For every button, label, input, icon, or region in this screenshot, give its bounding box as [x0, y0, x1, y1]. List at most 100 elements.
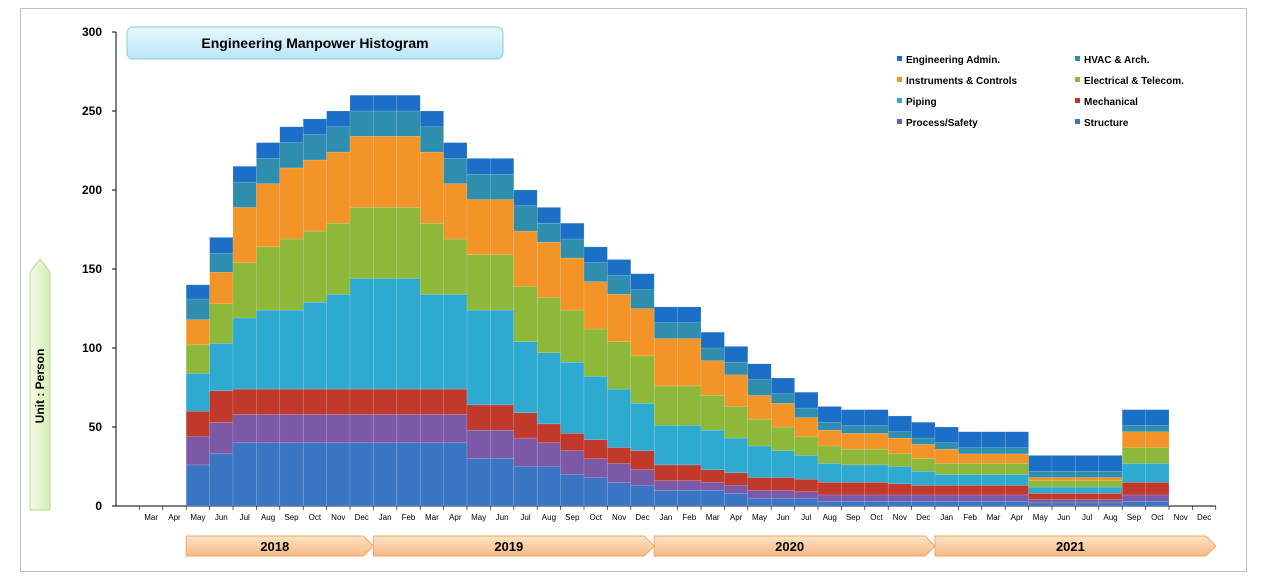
bar-segment-structure: [302, 442, 327, 507]
bar-segment-structure: [443, 442, 468, 507]
bar-segment-structure: [185, 464, 210, 507]
bar-segment-process-safety: [349, 414, 374, 444]
bar-segment-mechanical: [653, 464, 678, 481]
bar-segment-instruments-controls: [1145, 431, 1170, 448]
bar-segment-engineering-admin: [1028, 455, 1053, 472]
legend-item-instruments-controls: Instruments & Controls: [897, 76, 1018, 87]
legend-swatch: [1075, 98, 1080, 103]
bar-segment-hvac-arch: [724, 361, 749, 376]
bar-segment-instruments-controls: [466, 199, 491, 256]
bar-segment-electrical-telecom: [349, 207, 374, 279]
bar-segment-piping: [934, 474, 959, 486]
bar-segment-piping: [256, 309, 281, 390]
y-tick-label: 150: [82, 262, 102, 276]
bar-segment-mechanical: [443, 388, 468, 415]
bar-segment-engineering-admin: [677, 306, 702, 323]
y-tick-label: 200: [82, 183, 102, 197]
bar-segment-hvac-arch: [841, 425, 866, 434]
y-tick-labels: 0 50 100 150 200 250 300: [82, 25, 116, 513]
bar-segment-mechanical: [794, 478, 819, 493]
bar-segment-process-safety: [583, 458, 608, 478]
x-tick-label: Jul: [801, 513, 811, 522]
legend-swatch: [897, 98, 902, 103]
bar-segment-instruments-controls: [536, 241, 561, 298]
bar-segment-mechanical: [513, 412, 538, 439]
bar-segment-piping: [443, 294, 468, 390]
bar-segment-piping: [630, 403, 655, 451]
bar-segment-instruments-controls: [373, 136, 398, 208]
year-band-2020: 2020: [653, 535, 936, 557]
bar-segment-electrical-telecom: [560, 309, 585, 363]
bar-segment-mechanical: [302, 388, 327, 415]
bar-segment-structure: [560, 474, 585, 507]
x-tick-label: Sep: [1127, 513, 1142, 522]
bar-segment-engineering-admin: [1145, 409, 1170, 426]
bar-segment-mechanical: [607, 447, 632, 464]
bar-segment-engineering-admin: [958, 431, 983, 448]
bar-segment-process-safety: [256, 414, 281, 444]
bar-segment-structure: [1121, 501, 1146, 507]
bar-segment-mechanical: [1121, 482, 1146, 496]
bar-segment-process-safety: [934, 494, 959, 502]
bar-segment-hvac-arch: [934, 442, 959, 450]
y-tick-label: 0: [95, 499, 102, 513]
legend-label: Mechanical: [1084, 97, 1138, 108]
bar-segment-instruments-controls: [1028, 477, 1053, 481]
bar-segment-structure: [911, 501, 936, 507]
bar-segment-instruments-controls: [256, 183, 281, 248]
x-tick-label: Feb: [402, 513, 416, 522]
legend-item-piping: Piping: [897, 97, 937, 108]
bar-segment-instruments-controls: [513, 230, 538, 287]
bar-segment-instruments-controls: [583, 281, 608, 330]
bar-segment-electrical-telecom: [209, 303, 234, 344]
bar-segment-hvac-arch: [490, 173, 515, 200]
bar-segment-engineering-admin: [466, 158, 491, 175]
bar-segment-piping: [841, 464, 866, 483]
bar-segment-process-safety: [607, 463, 632, 483]
bar-segment-electrical-telecom: [958, 463, 983, 475]
bar-segment-hvac-arch: [817, 422, 842, 431]
bar-segment-mechanical: [256, 388, 281, 415]
bar-segment-electrical-telecom: [841, 448, 866, 466]
bar-segment-process-safety: [560, 450, 585, 475]
bar-segment-electrical-telecom: [607, 341, 632, 390]
bar-segment-structure: [1145, 501, 1170, 507]
bar-segment-instruments-controls: [911, 444, 936, 459]
bar-segment-process-safety: [1098, 499, 1123, 504]
bar-segment-hvac-arch: [911, 437, 936, 445]
bar-segment-mechanical: [373, 388, 398, 415]
bar-segment-engineering-admin: [934, 426, 959, 444]
legend-swatch: [897, 56, 902, 61]
bar-segment-electrical-telecom: [911, 458, 936, 472]
bar-segment-structure: [1098, 502, 1123, 507]
bar-segment-piping: [1098, 486, 1123, 494]
legend-item-structure: Structure: [1075, 118, 1129, 129]
bar-segment-instruments-controls: [490, 199, 515, 256]
bar-segment-instruments-controls: [1098, 477, 1123, 481]
y-tick-label: 50: [89, 420, 103, 434]
bar-segment-electrical-telecom: [302, 230, 327, 303]
bar-segment-mechanical: [490, 404, 515, 431]
bar-segment-hvac-arch: [1121, 425, 1146, 432]
bar-segment-process-safety: [864, 494, 889, 502]
bar-segment-structure: [1028, 502, 1053, 507]
x-tick-label: Mar: [987, 513, 1001, 522]
bar-segment-structure: [256, 442, 281, 507]
bar-segment-electrical-telecom: [490, 254, 515, 311]
bar-segment-engineering-admin: [864, 409, 889, 426]
x-tick-label: Dec: [635, 513, 649, 522]
bar-segment-mechanical: [677, 464, 702, 481]
bar-segment-process-safety: [770, 489, 795, 499]
bar-segment-mechanical: [279, 388, 304, 415]
bar-segment-structure: [724, 493, 749, 507]
bar-segment-structure: [864, 501, 889, 507]
bar-segment-process-safety: [279, 414, 304, 444]
bar-segment-hvac-arch: [326, 126, 351, 153]
bar-segment-process-safety: [490, 429, 515, 459]
bar-segment-engineering-admin: [1121, 409, 1146, 426]
bar-segment-instruments-controls: [1051, 477, 1076, 481]
bar-segment-process-safety: [513, 437, 538, 467]
bar-segment-process-safety: [1028, 499, 1053, 504]
year-bands: 2018 2019 2020 2021: [185, 535, 1217, 557]
bar-segment-electrical-telecom: [817, 445, 842, 464]
